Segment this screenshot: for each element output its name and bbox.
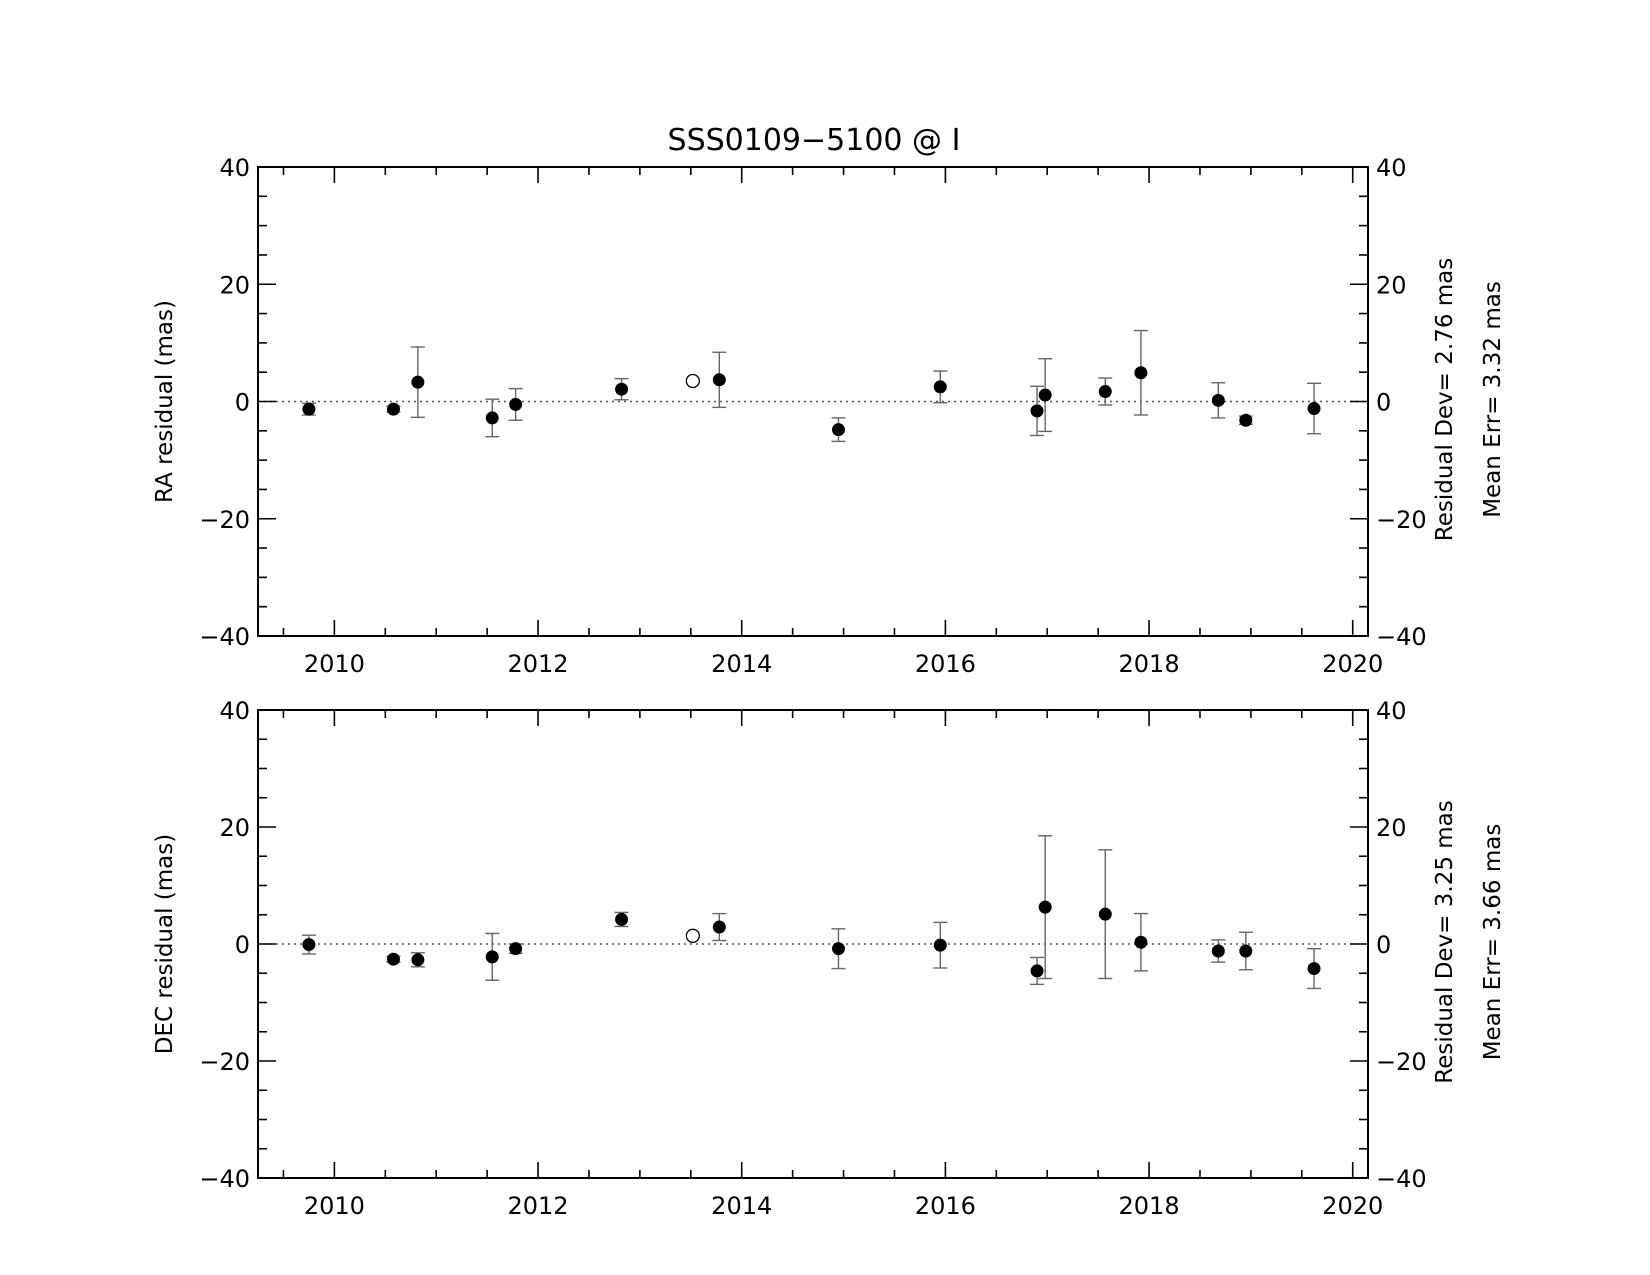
y-tick-label-left: −20 [199,506,250,534]
x-tick-label: 2016 [915,1192,976,1220]
x-tick-label: 2020 [1322,650,1383,678]
data-point [933,938,947,952]
y-tick-label-left: −40 [199,1165,250,1193]
data-point [302,938,316,952]
data-point [485,950,499,964]
data-point [933,380,947,394]
y-tick-label-right: −40 [1376,1165,1427,1193]
data-point [485,411,499,425]
data-point [615,912,629,926]
x-tick-label: 2012 [508,650,569,678]
y-tick-label-left: 40 [219,154,250,182]
y-tick-label-left: −20 [199,1048,250,1076]
data-point [615,382,629,396]
data-point [1098,385,1112,399]
data-point [509,942,523,956]
data-point [712,920,726,934]
mean-err-text: Mean Err= 3.66 mas [1480,824,1506,1061]
data-point [386,952,400,966]
data-point [1038,900,1052,914]
rejected-point [685,928,700,943]
x-tick-label: 2014 [711,1192,772,1220]
data-point [831,942,845,956]
x-tick-label: 2012 [508,1192,569,1220]
data-point [411,953,425,967]
data-point [1038,388,1052,402]
data-point [1134,366,1148,380]
data-point [1307,962,1321,976]
y-tick-label-left: 20 [219,271,250,299]
y-tick-label-left: −40 [199,623,250,651]
y-tick-label-right: 20 [1376,271,1407,299]
data-point [1030,964,1044,978]
y-tick-label-right: 40 [1376,154,1407,182]
y-tick-label-right: 40 [1376,697,1407,725]
y-tick-label-right: 0 [1376,389,1391,417]
data-point [831,423,845,437]
x-tick-label: 2018 [1119,1192,1180,1220]
y-axis-label: RA residual (mas) [152,300,178,503]
y-tick-label-right: 20 [1376,814,1407,842]
data-point [1134,935,1148,949]
data-point [1211,944,1225,958]
x-tick-label: 2020 [1322,1192,1383,1220]
chart-title: SSS0109−5100 @ I [668,123,961,158]
data-point [712,373,726,387]
y-tick-label-left: 0 [235,389,250,417]
data-point [1030,404,1044,418]
data-point [386,402,400,416]
y-tick-label-right: 0 [1376,931,1391,959]
y-tick-label-left: 40 [219,697,250,725]
residual-dev-text: Residual Dev= 2.76 mas [1432,258,1458,542]
data-point [1239,944,1253,958]
data-point [411,375,425,389]
rejected-point [685,373,700,389]
mean-err-text: Mean Err= 3.32 mas [1480,281,1506,518]
y-tick-label-left: 20 [219,814,250,842]
x-tick-label: 2016 [915,650,976,678]
y-axis-label: DEC residual (mas) [152,834,178,1055]
data-point [1098,907,1112,921]
data-point [1239,413,1253,427]
y-tick-label-right: −20 [1376,1048,1427,1076]
x-tick-label: 2018 [1119,650,1180,678]
x-tick-label: 2010 [304,650,365,678]
x-tick-label: 2010 [304,1192,365,1220]
data-point [1307,402,1321,416]
data-point [1211,393,1225,407]
data-point [302,402,316,416]
y-tick-label-right: −20 [1376,506,1427,534]
x-tick-label: 2014 [711,650,772,678]
y-tick-label-left: 0 [235,931,250,959]
data-point [509,397,523,411]
y-tick-label-right: −40 [1376,623,1427,651]
residual-dev-text: Residual Dev= 3.25 mas [1432,800,1458,1084]
